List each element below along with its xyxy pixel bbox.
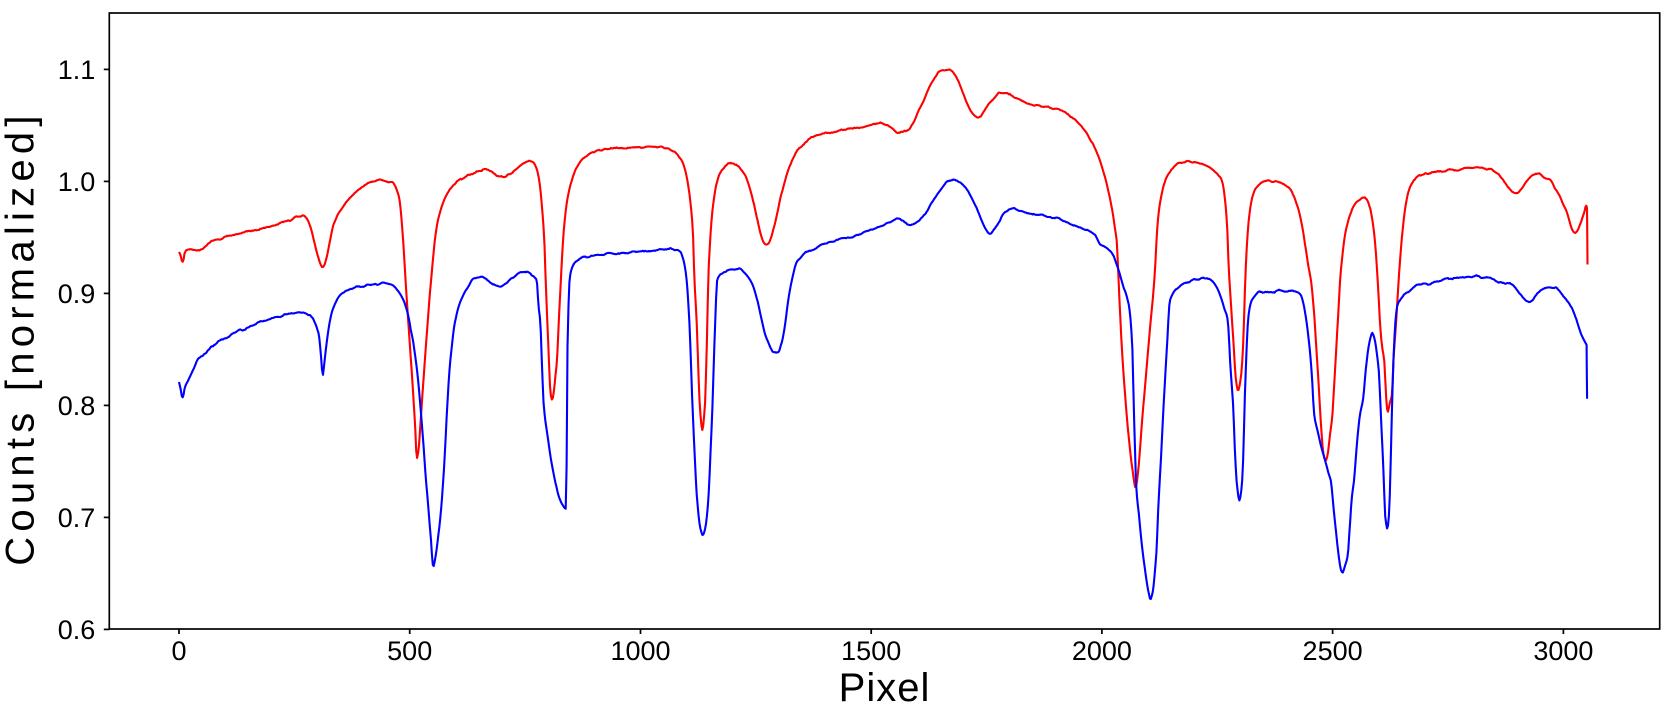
- svg-text:0: 0: [171, 636, 186, 666]
- svg-text:0.6: 0.6: [58, 615, 96, 645]
- svg-text:0.7: 0.7: [58, 503, 96, 533]
- svg-text:1.1: 1.1: [58, 55, 96, 85]
- svg-text:0.8: 0.8: [58, 391, 96, 421]
- svg-text:1000: 1000: [610, 636, 670, 666]
- svg-text:2000: 2000: [1072, 636, 1132, 666]
- svg-text:3000: 3000: [1533, 636, 1593, 666]
- svg-text:0.9: 0.9: [58, 279, 96, 309]
- svg-text:Counts [normalized]: Counts [normalized]: [0, 110, 43, 565]
- svg-text:1.0: 1.0: [58, 167, 96, 197]
- svg-text:1500: 1500: [841, 636, 901, 666]
- svg-text:500: 500: [387, 636, 432, 666]
- svg-text:Pixel: Pixel: [839, 666, 931, 709]
- svg-text:2500: 2500: [1303, 636, 1363, 666]
